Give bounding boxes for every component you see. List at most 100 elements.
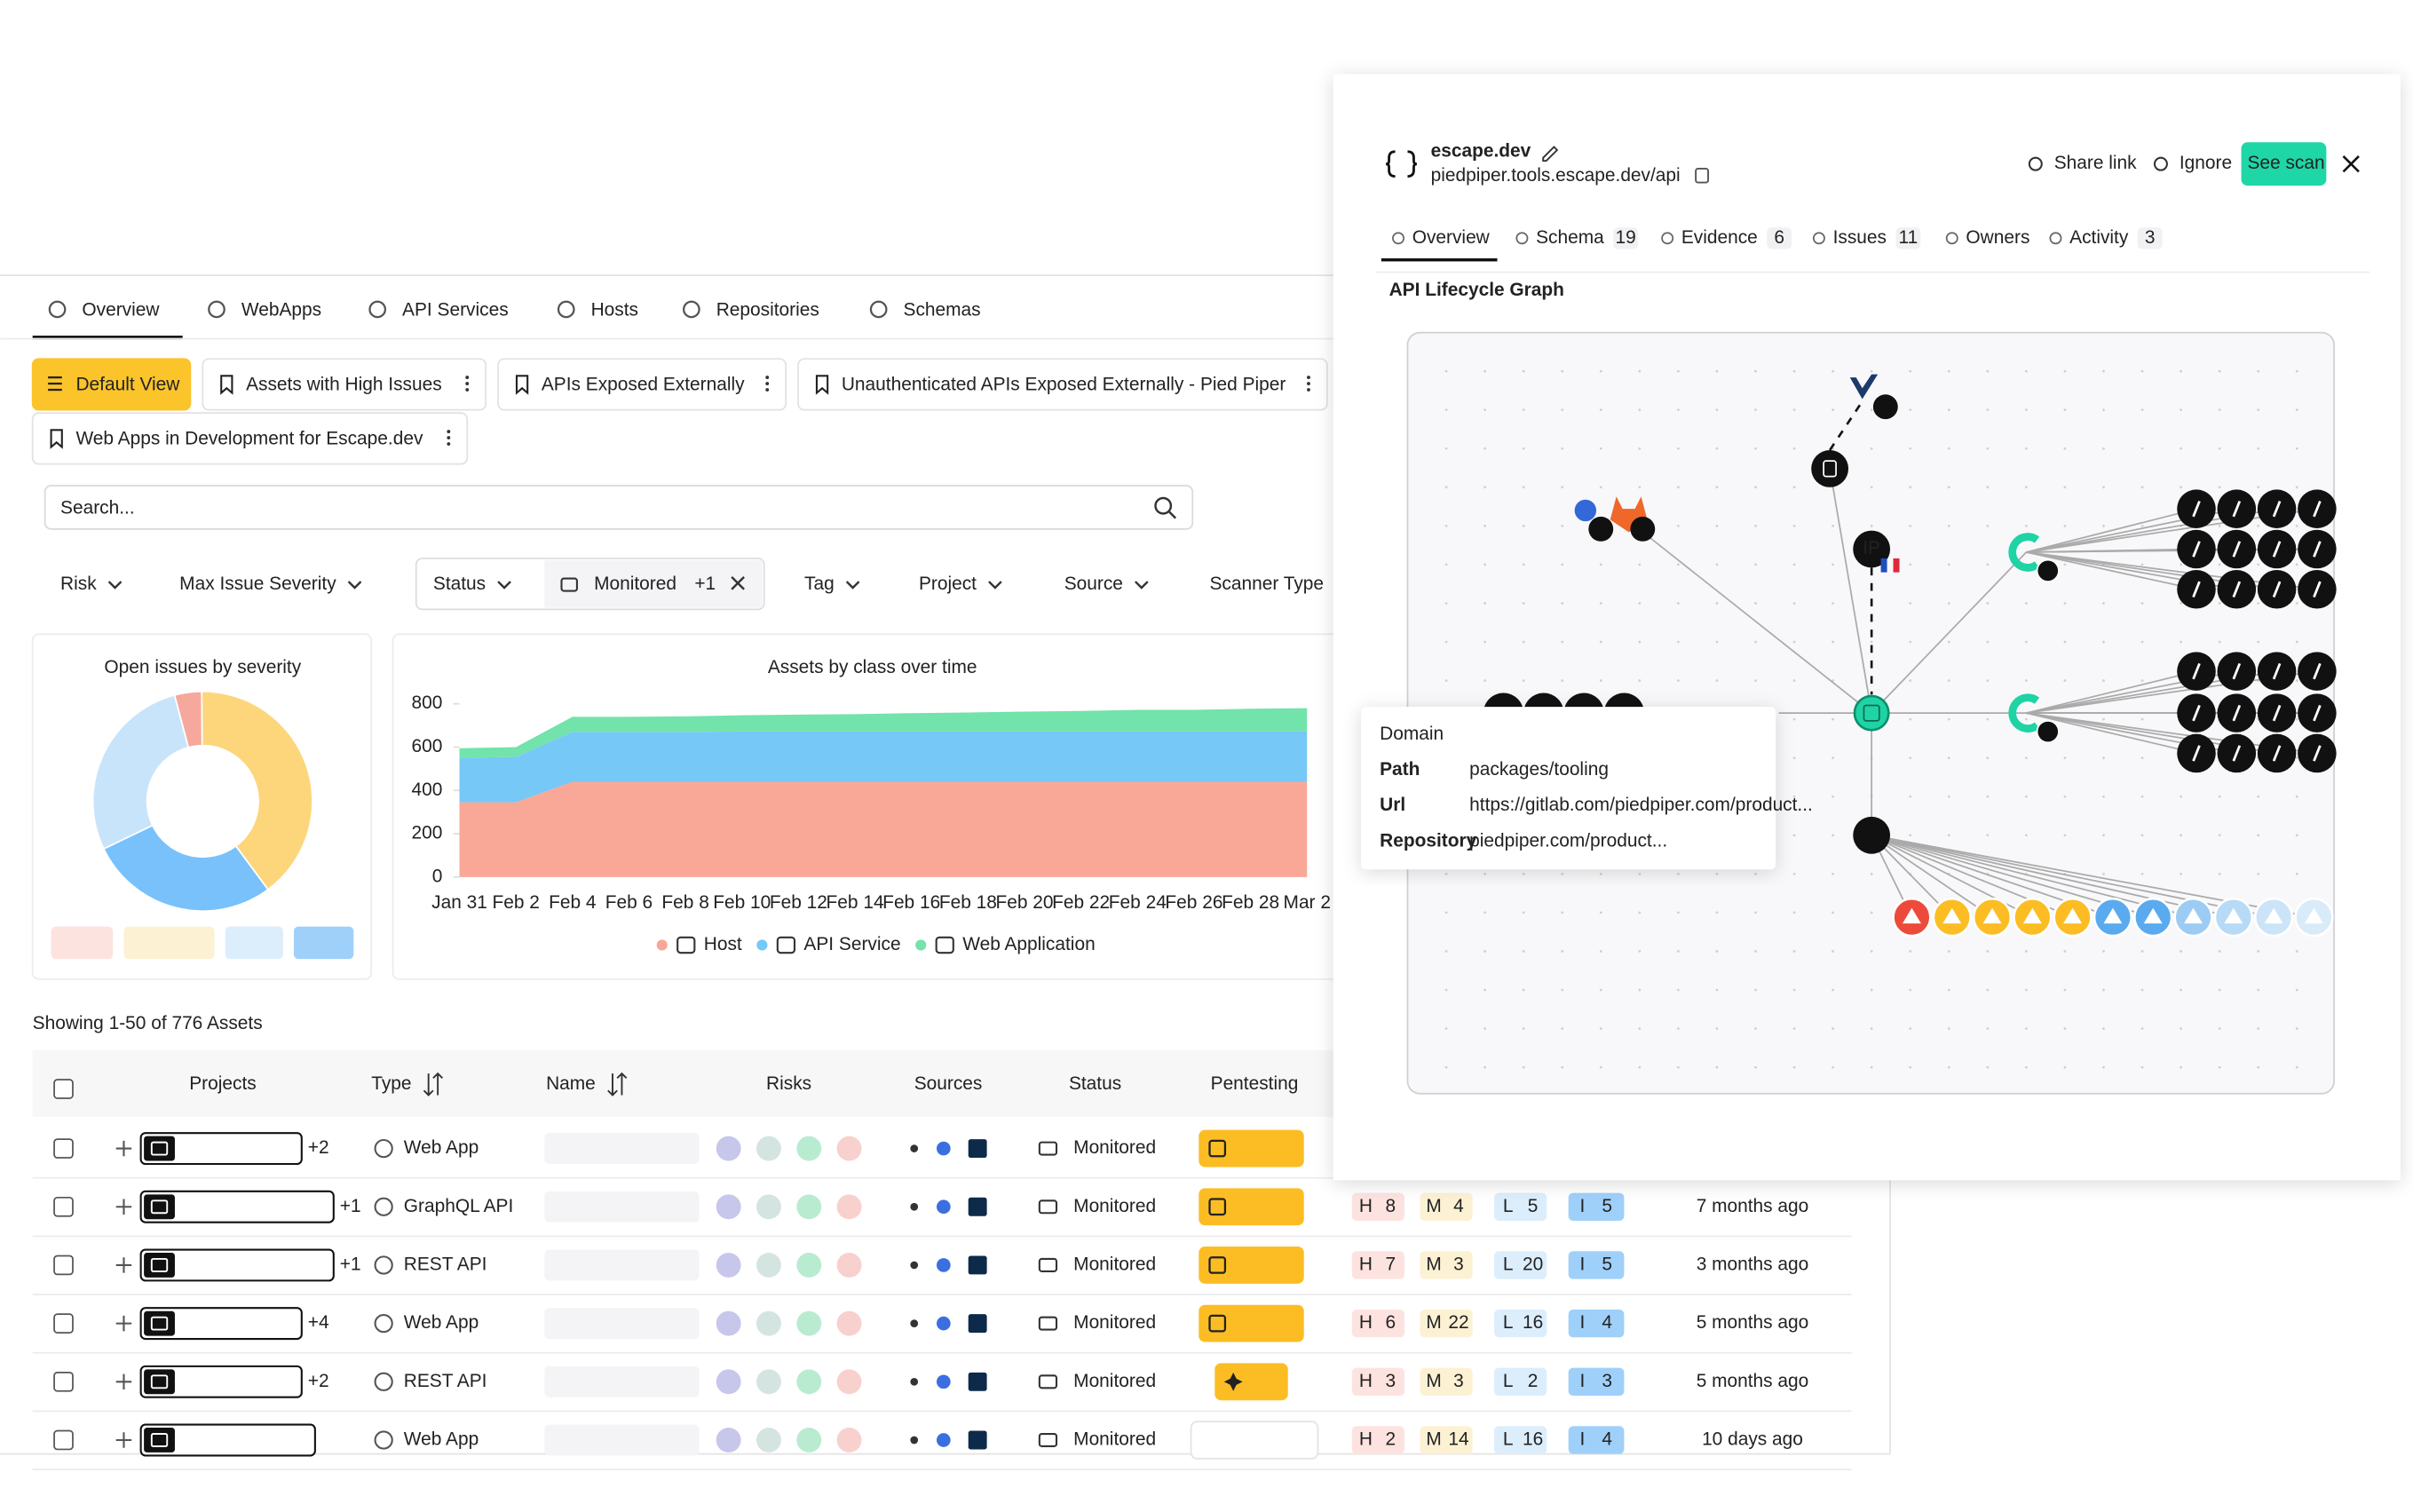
panel-tab[interactable]: Schema	[1536, 227, 1604, 248]
panel-tab-count: 19	[1615, 227, 1635, 248]
expand-icon[interactable]	[115, 1257, 132, 1273]
main-tab[interactable]: Repositories	[716, 300, 819, 321]
grid-dot	[1638, 911, 1642, 914]
severity-letter: M	[1426, 1196, 1441, 1216]
grid-dot	[1522, 950, 1525, 953]
saved-view-label: Web Apps in Development for Escape.dev	[75, 428, 423, 448]
panel-tab-underline	[1381, 257, 1498, 262]
see-scan-button[interactable]	[2241, 142, 2327, 186]
checkbox[interactable]	[53, 1255, 74, 1276]
remove-filter[interactable]	[731, 575, 745, 590]
main-tab[interactable]: Overview	[82, 300, 160, 321]
panel-tab-icon	[1661, 232, 1674, 245]
panel-tab[interactable]: Activity	[2069, 227, 2129, 248]
y-tick-label: 800	[411, 693, 442, 713]
grid-dot	[1754, 602, 1757, 605]
pentest-button[interactable]	[1190, 1421, 1319, 1460]
filter[interactable]: Scanner Type	[1209, 574, 1324, 594]
filter[interactable]: Tag	[804, 574, 835, 594]
kebab-dot	[465, 382, 470, 385]
grid-dot	[1599, 640, 1602, 644]
copy-icon[interactable]	[1695, 167, 1710, 184]
filter[interactable]: Risk	[60, 574, 97, 594]
expand-icon[interactable]	[115, 1373, 132, 1390]
saved-view[interactable]	[31, 412, 469, 465]
node-glyph	[2313, 500, 2322, 518]
saved-view[interactable]	[31, 358, 192, 411]
source-icon	[910, 1377, 919, 1386]
grid-dot	[2218, 834, 2221, 837]
pentest-badge[interactable]	[1199, 1247, 1304, 1284]
expand-icon[interactable]	[115, 1315, 132, 1332]
bookmark-icon	[815, 375, 829, 395]
main-tab[interactable]: Hosts	[591, 300, 638, 321]
search-box[interactable]	[44, 485, 1194, 530]
grid-dot	[2180, 834, 2182, 837]
checkbox[interactable]	[53, 1371, 74, 1392]
grid-dot	[2024, 1065, 2028, 1069]
filter[interactable]: Max Issue Severity	[179, 574, 336, 594]
checkbox[interactable]	[53, 1313, 74, 1334]
grid-dot	[2063, 563, 2067, 566]
grid-dot	[1986, 679, 1990, 682]
count-badge	[1613, 227, 1639, 249]
kebab-dot	[465, 376, 470, 380]
grid-dot	[1870, 911, 1873, 914]
grid-dot	[1522, 563, 1525, 566]
grid-dot	[1561, 563, 1564, 566]
pentest-badge[interactable]	[1214, 1363, 1288, 1401]
main-tab[interactable]: WebApps	[241, 300, 321, 321]
checkbox[interactable]	[53, 1138, 74, 1159]
saved-view[interactable]	[497, 358, 787, 411]
checkbox[interactable]	[53, 1429, 74, 1451]
source-icon	[910, 1261, 919, 1270]
edit-icon[interactable]	[1542, 146, 1559, 162]
panel-action[interactable]: Share link	[2054, 153, 2137, 173]
grid-dot	[1870, 640, 1873, 644]
panel-tab[interactable]: Overview	[1412, 227, 1491, 248]
grid-dot	[2218, 640, 2221, 644]
grid-dot	[2295, 717, 2298, 721]
checkbox[interactable]	[53, 1079, 74, 1099]
pentest-badge[interactable]	[1199, 1188, 1304, 1226]
grid-dot	[1754, 408, 1757, 412]
expand-icon[interactable]	[115, 1199, 132, 1215]
check-icon	[1208, 1256, 1227, 1274]
grid-dot	[1909, 369, 1912, 373]
main-tab[interactable]: Schemas	[904, 300, 981, 321]
donut-segment	[201, 690, 313, 891]
filter[interactable]: Status	[433, 574, 486, 594]
saved-view[interactable]	[797, 358, 1328, 411]
panel-tab[interactable]: Evidence	[1681, 227, 1758, 248]
grid-dot	[1483, 1065, 1486, 1069]
pentest-badge[interactable]	[1199, 1129, 1304, 1168]
filter[interactable]: Source	[1064, 574, 1123, 594]
filter[interactable]: Project	[919, 574, 977, 594]
panel-action[interactable]: Ignore	[2180, 153, 2232, 173]
grid-dot	[1909, 950, 1912, 953]
tab-icon	[557, 300, 575, 319]
grid-dot	[1483, 911, 1486, 914]
bookmark-icon	[50, 429, 63, 449]
grid-dot	[2180, 602, 2182, 605]
panel-tab[interactable]: Owners	[1966, 227, 2029, 248]
main-tab[interactable]: API Services	[402, 300, 509, 321]
grid-dot	[1832, 911, 1834, 914]
grid-dot	[1832, 834, 1834, 837]
checkbox[interactable]	[53, 1196, 74, 1217]
grid-dot	[1909, 795, 1912, 798]
panel-action[interactable]: See scan	[2248, 153, 2325, 173]
pentest-badge[interactable]	[1199, 1304, 1304, 1342]
panel-tab[interactable]: Issues	[1833, 227, 1887, 248]
close-icon[interactable]	[2342, 155, 2360, 173]
expand-icon[interactable]	[115, 1432, 132, 1448]
grid-dot	[1792, 447, 1796, 450]
saved-view[interactable]	[202, 358, 487, 411]
grid-dot	[1561, 1027, 1564, 1030]
grid-dot	[1947, 988, 1950, 992]
severity-count: 5	[1602, 1254, 1612, 1274]
source-icon	[968, 1430, 987, 1450]
expand-icon[interactable]	[115, 1140, 132, 1157]
tooltip-field-label: Path	[1380, 759, 1420, 780]
